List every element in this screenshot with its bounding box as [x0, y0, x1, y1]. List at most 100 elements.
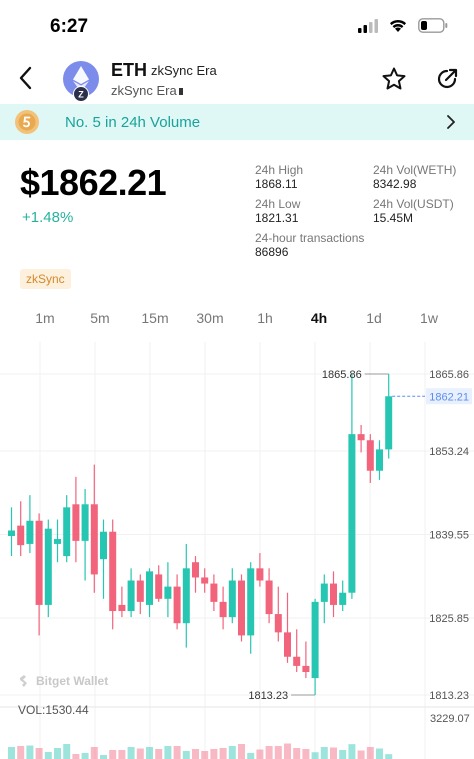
chevron-right-icon: [447, 115, 455, 129]
candle-body: [274, 614, 282, 633]
volume-bar: [247, 753, 255, 759]
token-chain-name: zkSync Era: [151, 63, 217, 78]
volume-bar: [256, 749, 264, 759]
timeframe-tab-4h[interactable]: 4h: [310, 310, 328, 326]
chain-tag[interactable]: zkSync: [20, 269, 71, 289]
candle-body: [228, 580, 236, 618]
stat-24h-transactions-label: 24-hour transactions: [255, 231, 365, 245]
volume-bar: [90, 747, 98, 759]
timeframe-tab-1w[interactable]: 1w: [420, 310, 438, 326]
stat-24h-high-label: 24h High: [255, 163, 304, 177]
high-annotation-label: 1865.86: [322, 369, 362, 381]
stat-24h-vol-weth-label: 24h Vol(WETH): [373, 163, 457, 177]
candle-body: [35, 520, 43, 605]
y-tick-label: 1853.24: [429, 446, 469, 458]
candle-body: [26, 520, 34, 544]
share-button[interactable]: [434, 66, 460, 92]
candle-body: [72, 504, 80, 541]
eth-token-logo: Z: [62, 60, 100, 102]
candle-body: [210, 583, 218, 602]
copy-icon[interactable]: [178, 88, 183, 96]
volume-bar: [127, 747, 135, 759]
candle-body: [146, 571, 153, 605]
volume-bar: [302, 749, 310, 759]
battery-icon: [418, 18, 448, 33]
y-tick-label: 1839.55: [429, 529, 469, 541]
volume-bar: [339, 750, 347, 759]
candle-body: [219, 601, 227, 618]
volume-bar: [118, 750, 126, 759]
volume-bar: [164, 746, 172, 759]
candle-body: [90, 504, 98, 575]
stat-24h-transactions-value: 86896: [255, 245, 289, 259]
timeframe-tab-15m[interactable]: 15m: [141, 310, 169, 326]
volume-bar: [72, 754, 80, 759]
candle-body: [256, 568, 264, 581]
volume-bars-group: [8, 743, 393, 759]
rank-medal-icon: [15, 110, 39, 134]
candle-body: [284, 632, 291, 657]
candle-body: [182, 568, 190, 624]
volume-bar: [26, 745, 34, 759]
volume-bar: [182, 751, 190, 759]
candles-group: [8, 374, 393, 695]
candle-body: [366, 440, 374, 471]
volume-bar: [63, 744, 71, 759]
candle-body: [17, 525, 25, 546]
y-tick-label: 1813.23: [429, 690, 469, 702]
timeframe-tab-1h[interactable]: 1h: [257, 310, 273, 326]
candle-body: [348, 434, 356, 593]
volume-bar: [348, 744, 356, 759]
volume-bar: [320, 747, 328, 759]
low-annotation-label: 1813.23: [248, 690, 288, 702]
volume-rank-banner[interactable]: No. 5 in 24h Volume: [0, 104, 474, 140]
wifi-icon: [390, 19, 406, 32]
bitget-wallet-watermark: Bitget Wallet: [18, 674, 108, 688]
volume-bar: [219, 748, 227, 759]
candle-body: [265, 580, 273, 615]
back-button[interactable]: [12, 64, 40, 92]
volume-bar: [201, 751, 209, 759]
volume-bar: [44, 752, 52, 759]
volume-label: VOL:1530.44: [18, 703, 89, 717]
favorite-star-button[interactable]: [381, 66, 407, 92]
candle-body: [8, 530, 15, 536]
volume-bar: [100, 755, 107, 759]
timeframe-tab-5m[interactable]: 5m: [90, 310, 110, 326]
chart-annotations: 1862.21 1865.86 1813.23: [248, 369, 472, 702]
candle-body: [238, 580, 245, 636]
timeframe-tab-1d[interactable]: 1d: [366, 310, 382, 326]
volume-bar: [357, 750, 365, 759]
volume-bar: [238, 744, 245, 759]
volume-bar: [366, 747, 374, 759]
volume-bar: [385, 754, 393, 759]
candle-body: [173, 586, 181, 624]
zksync-badge-icon: Z: [73, 86, 89, 102]
candle-body: [100, 531, 107, 560]
candle-body: [81, 504, 89, 541]
current-price: $1862.21: [20, 162, 167, 203]
volume-bar: [155, 749, 163, 759]
timeframe-tab-30m[interactable]: 30m: [196, 310, 224, 326]
volume-bar: [293, 748, 301, 759]
volume-bar: [210, 749, 218, 759]
volume-bar: [81, 753, 89, 759]
candlestick-chart[interactable]: 1865.86 1853.24 1839.55 1825.85 1813.23 1862…: [0, 342, 474, 759]
volume-bar: [192, 749, 199, 759]
candle-body: [376, 449, 383, 471]
cellular-signal-icon: [358, 18, 378, 33]
chart-grid: [0, 342, 474, 759]
y-tick-label: 1825.85: [429, 613, 469, 625]
token-header: Z ETH zkSync Era zkSync Era: [0, 56, 474, 102]
volume-bar: [8, 747, 15, 759]
stat-24h-high-value: 1868.11: [255, 177, 298, 191]
timeframe-tab-1m[interactable]: 1m: [35, 310, 55, 326]
candle-body: [63, 507, 71, 557]
candle-body: [109, 531, 117, 612]
candle-body: [155, 574, 163, 599]
volume-bar: [265, 746, 273, 759]
candle-body: [339, 592, 347, 605]
current-price-tag-bg: [426, 388, 472, 405]
candle-body: [330, 583, 337, 605]
token-subtitle-text: zkSync Era: [111, 83, 177, 98]
